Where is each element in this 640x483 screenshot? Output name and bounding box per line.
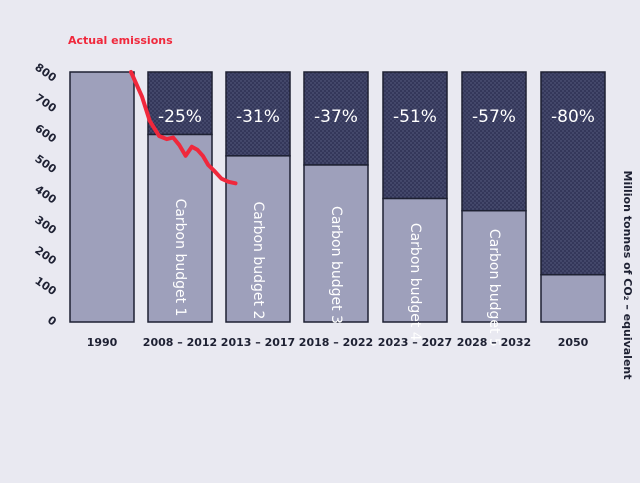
reduction-bar-segment: [225, 71, 291, 157]
y-axis: 0 100 200 300 400 500 600 700 800: [32, 61, 59, 329]
y-tick-label: 200: [32, 244, 59, 268]
reduction-label: -37%: [314, 107, 358, 127]
reduction-label: -51%: [393, 107, 437, 127]
budget-bar-segment: [382, 197, 448, 323]
x-axis: 1990 2008 – 2012 2013 – 2017 2018 – 2022 202…: [87, 336, 589, 349]
bars-layer: -25% Carbon budget 1 -31% Carbon budget 2 -3…: [69, 71, 606, 347]
carbon-budget-label: Carbon budget 2: [250, 201, 266, 319]
x-tick-label: 1990: [87, 336, 118, 349]
reduction-bar-segment: [382, 71, 448, 200]
y-tick-label: 600: [32, 122, 59, 146]
x-tick-label: 2023 – 2027: [378, 336, 452, 349]
y-tick-label: 100: [32, 274, 59, 298]
y-axis-label: Million tonnes of CO₂ – equivalent: [621, 171, 634, 380]
budget-bar-segment: [303, 164, 369, 323]
budget-bar-segment: [461, 209, 527, 323]
carbon-budget-label: Carbon budget 4: [407, 223, 423, 341]
reduction-label: -80%: [551, 107, 595, 127]
y-tick-label: 400: [32, 183, 59, 207]
budget-bar-segment: [69, 71, 135, 323]
x-tick-label: 2008 – 2012: [143, 336, 217, 349]
carbon-budget-label: Carbon budget 3: [328, 206, 344, 324]
y-tick-label: 800: [32, 61, 59, 85]
reduction-bar-segment: [540, 71, 606, 276]
legend-actual-emissions: Actual emissions: [68, 34, 173, 47]
actual-emissions-line: [129, 70, 238, 186]
y-tick-label: 0: [45, 313, 59, 328]
y-tick-label: 500: [32, 152, 59, 176]
actual-emissions-layer: [129, 70, 238, 186]
budget-bar-segment: [540, 273, 606, 323]
x-tick-label: 2013 – 2017: [221, 336, 295, 349]
y-tick-label: 700: [32, 91, 59, 115]
x-tick-label: 2028 – 2032: [457, 336, 531, 349]
reduction-label: -57%: [472, 107, 516, 127]
carbon-budget-label: Carbon budget 1: [172, 199, 188, 317]
reduction-bar-segment: [147, 71, 213, 136]
reduction-label: -31%: [236, 107, 280, 127]
budget-bar-segment: [147, 133, 213, 323]
x-tick-label: 2050: [558, 336, 589, 349]
reduction-label: -25%: [158, 107, 202, 127]
y-tick-label: 300: [32, 213, 59, 237]
reduction-bar-segment: [461, 71, 527, 212]
x-tick-label: 2018 – 2022: [299, 336, 373, 349]
carbon-budget-label: Carbon budget 5: [486, 229, 502, 347]
